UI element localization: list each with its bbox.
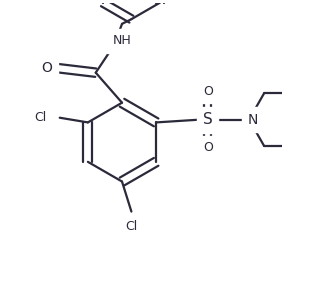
Text: N: N xyxy=(248,113,258,127)
Text: O: O xyxy=(203,85,213,98)
Text: O: O xyxy=(41,61,52,75)
Text: Cl: Cl xyxy=(34,111,46,124)
Text: O: O xyxy=(203,141,213,154)
Text: S: S xyxy=(203,112,213,127)
Text: Cl: Cl xyxy=(125,220,138,233)
Text: NH: NH xyxy=(113,34,131,47)
